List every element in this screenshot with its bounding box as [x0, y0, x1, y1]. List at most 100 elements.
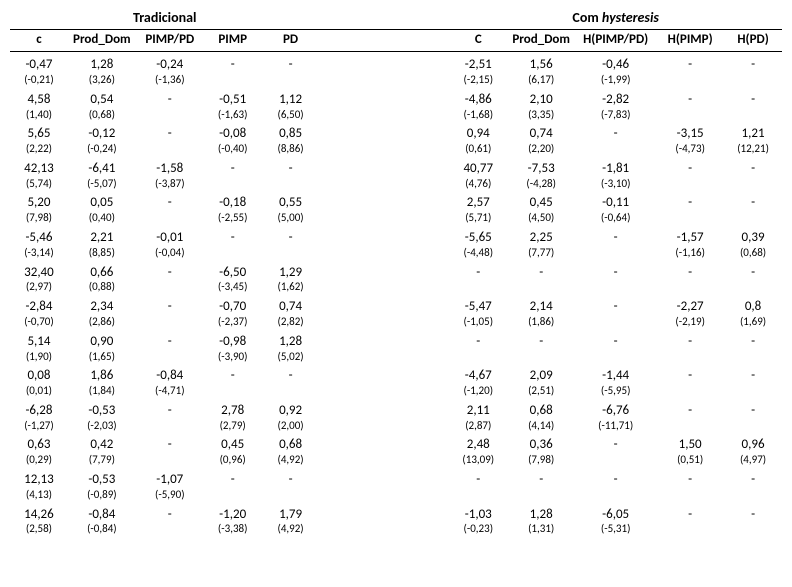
cell-main: 0,68	[262, 438, 320, 453]
cell-sub: (4,92)	[262, 454, 320, 467]
cell-r-4: 0,39(0,68)	[724, 225, 782, 260]
table-row: 12,13(4,13)-0,53(-0,89)-1,07(-5,90)-----…	[10, 467, 782, 502]
cell-r-3: -	[656, 190, 724, 225]
cell-r-0: -2,51(-2,15)	[449, 52, 507, 87]
cell-main: -	[136, 508, 204, 523]
cell-l-2: -	[136, 87, 204, 122]
col-left-3: PIMP	[204, 30, 262, 52]
cell-r-2: -2,82(-7,83)	[575, 87, 656, 122]
cell-main: -0,51	[204, 93, 262, 108]
col-left-2: PIMP/PD	[136, 30, 204, 52]
cell-main: -0,98	[204, 335, 262, 350]
cell-l-0: 0,08(0,01)	[10, 363, 68, 398]
cell-sub: (2,00)	[262, 420, 320, 433]
cell-l-0: 14,26(2,58)	[10, 502, 68, 537]
cell-main: -	[449, 335, 507, 350]
cell-r-0: -	[449, 329, 507, 364]
cell-main: -	[656, 162, 724, 177]
cell-l-4: 1,28(5,02)	[262, 329, 320, 364]
cell-sub: (-5,07)	[68, 178, 136, 191]
cell-l-1: -6,41(-5,07)	[68, 156, 136, 191]
cell-r-2: -	[575, 121, 656, 156]
cell-sub: (-0,40)	[204, 143, 262, 156]
table-row: -6,28(-1,27)-0,53(-2,03)-2,78(2,79)0,92(…	[10, 398, 782, 433]
cell-r-0: 2,48(13,09)	[449, 432, 507, 467]
cell-sub: (0,96)	[204, 454, 262, 467]
cell-l-1: 2,34(2,86)	[68, 294, 136, 329]
cell-main: -	[204, 58, 262, 73]
cell-l-0: 5,14(1,90)	[10, 329, 68, 364]
cell-sub: (-0,04)	[136, 247, 204, 260]
column-gap	[320, 30, 450, 52]
cell-sub: (7,79)	[68, 454, 136, 467]
row-gap	[320, 260, 450, 295]
cell-l-4: 0,68(4,92)	[262, 432, 320, 467]
cell-r-3: -	[656, 502, 724, 537]
cell-sub: (3,26)	[68, 74, 136, 87]
cell-main: -	[724, 93, 782, 108]
cell-main: -6,28	[10, 404, 68, 419]
cell-sub: (1,40)	[10, 109, 68, 122]
cell-sub: (1,90)	[10, 351, 68, 364]
cell-main: -	[724, 162, 782, 177]
cell-sub: (-4,48)	[449, 247, 507, 260]
cell-r-0: -1,03(-0,23)	[449, 502, 507, 537]
cell-l-2: -	[136, 121, 204, 156]
cell-r-2: -	[575, 467, 656, 502]
cell-main: 42,13	[10, 162, 68, 177]
cell-r-1: 2,09(2,51)	[507, 363, 575, 398]
cell-main: 5,65	[10, 127, 68, 142]
cell-sub: (13,09)	[449, 454, 507, 467]
cell-l-4: 0,85(8,86)	[262, 121, 320, 156]
cell-sub: (-4,71)	[136, 385, 204, 398]
cell-main: -	[136, 300, 204, 315]
cell-r-4: 0,8(1,69)	[724, 294, 782, 329]
cell-l-4: -	[262, 225, 320, 260]
row-gap	[320, 398, 450, 433]
cell-main: -0,11	[575, 196, 656, 211]
row-gap	[320, 156, 450, 191]
cell-sub: (-0,23)	[449, 523, 507, 536]
cell-sub: (-1,68)	[449, 109, 507, 122]
cell-main: -	[575, 231, 656, 246]
cell-r-2: -	[575, 329, 656, 364]
cell-sub: (-1,63)	[204, 109, 262, 122]
cell-main: -1,58	[136, 162, 204, 177]
cell-l-0: -6,28(-1,27)	[10, 398, 68, 433]
cell-main: -	[262, 473, 320, 488]
cell-main: -0,18	[204, 196, 262, 211]
cell-main: -6,41	[68, 162, 136, 177]
row-gap	[320, 467, 450, 502]
cell-main: -	[656, 473, 724, 488]
table-row: 5,20(7,98)0,05(0,40)--0,18(-2,55)0,55(5,…	[10, 190, 782, 225]
cell-sub: (0,61)	[449, 143, 507, 156]
cell-main: -4,86	[449, 93, 507, 108]
cell-main: -	[724, 369, 782, 384]
cell-l-2: -	[136, 294, 204, 329]
cell-r-1: 0,45(4,50)	[507, 190, 575, 225]
row-gap	[320, 52, 450, 87]
cell-main: -4,67	[449, 369, 507, 384]
cell-main: 0,8	[724, 300, 782, 315]
cell-sub: (-0,24)	[68, 143, 136, 156]
cell-l-0: 32,40(2,97)	[10, 260, 68, 295]
cell-sub: (6,17)	[507, 74, 575, 87]
cell-sub: (7,98)	[507, 454, 575, 467]
cell-l-4: -	[262, 363, 320, 398]
cell-sub: (-2,19)	[656, 316, 724, 329]
cell-r-1: -	[507, 467, 575, 502]
cell-main: -	[507, 266, 575, 281]
cell-sub: (0,40)	[68, 212, 136, 225]
col-right-2: H(PIMP/PD)	[575, 30, 656, 52]
cell-main: -0,70	[204, 300, 262, 315]
cell-main: -0,12	[68, 127, 136, 142]
cell-main: 0,39	[724, 231, 782, 246]
cell-l-1: 2,21(8,85)	[68, 225, 136, 260]
row-gap	[320, 329, 450, 364]
cell-main: -	[136, 127, 204, 142]
cell-r-3: -	[656, 329, 724, 364]
cell-r-2: -6,76(-11,71)	[575, 398, 656, 433]
cell-main: -	[724, 508, 782, 523]
cell-sub: (12,21)	[724, 143, 782, 156]
cell-main: -	[262, 162, 320, 177]
